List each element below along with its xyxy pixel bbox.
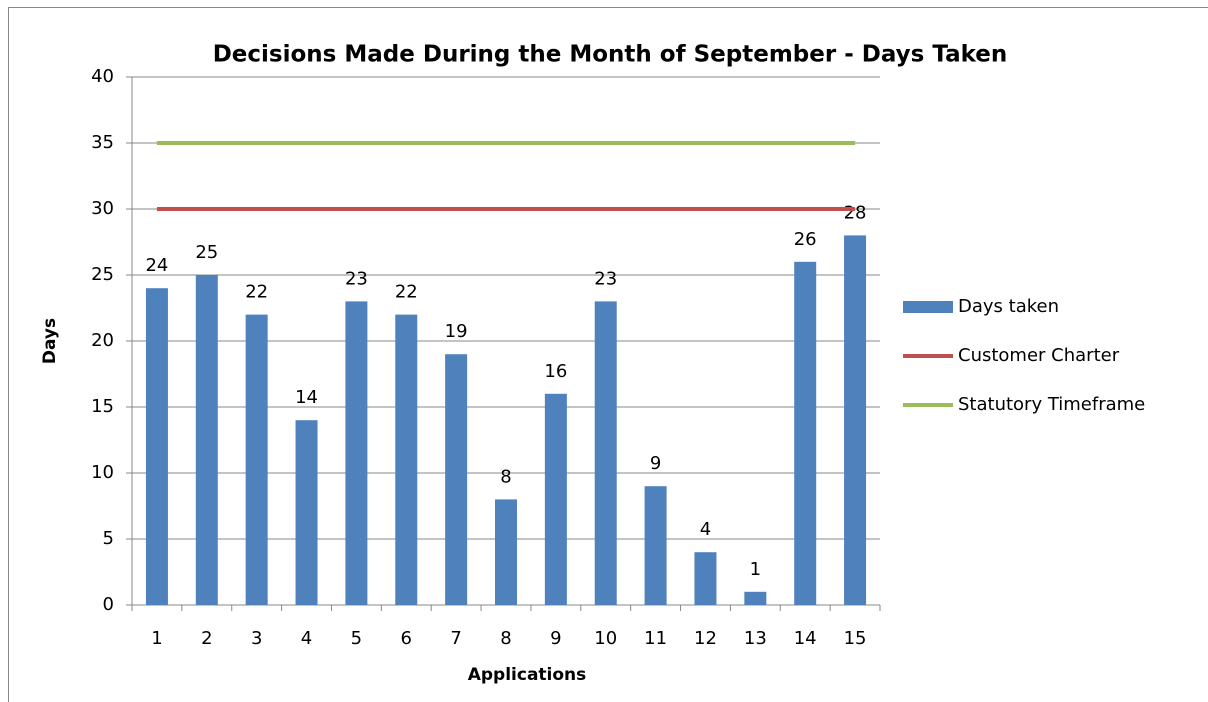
legend-label: Statutory Timeframe: [958, 394, 1145, 415]
x-tick-label: 13: [744, 628, 767, 649]
y-tick-label: 20: [91, 330, 114, 351]
bar: [495, 499, 517, 605]
x-tick-label: 12: [694, 628, 717, 649]
x-tick-label: 3: [251, 628, 262, 649]
data-label: 8: [500, 466, 511, 487]
bar: [445, 354, 468, 605]
y-tick-label: 40: [91, 66, 114, 87]
bar: [694, 552, 717, 605]
data-label: 16: [544, 361, 567, 382]
bar: [295, 420, 318, 605]
y-tick-label: 5: [103, 528, 114, 549]
bar: [594, 301, 617, 605]
x-tick-label: 7: [450, 628, 461, 649]
x-tick-label: 9: [550, 628, 561, 649]
y-tick-label: 10: [91, 462, 114, 483]
chart-title: Decisions Made During the Month of Septe…: [213, 42, 1008, 68]
x-tick-label: 4: [301, 628, 312, 649]
data-label: 28: [844, 202, 867, 223]
y-tick-label: 15: [91, 396, 114, 417]
bar: [544, 393, 567, 605]
bar: [145, 288, 168, 605]
bar: [844, 235, 867, 605]
data-label: 23: [345, 268, 368, 289]
x-tick-label: 10: [594, 628, 617, 649]
data-label: 1: [750, 559, 761, 580]
legend-label: Days taken: [958, 296, 1059, 317]
y-tick-label: 25: [91, 264, 114, 285]
data-label: 9: [650, 453, 661, 474]
data-label: 22: [395, 282, 418, 303]
data-label: 26: [794, 229, 817, 250]
y-tick-label: 35: [91, 132, 114, 153]
data-label: 24: [145, 255, 168, 276]
bar: [744, 591, 767, 605]
bar: [245, 314, 268, 605]
x-tick-label: 14: [794, 628, 817, 649]
legend-swatch: [903, 301, 953, 313]
data-label: 19: [445, 321, 468, 342]
chart-border: [8, 7, 1208, 702]
bar: [345, 301, 368, 605]
data-label: 23: [594, 268, 617, 289]
x-tick-label: 11: [644, 628, 667, 649]
x-tick-label: 2: [201, 628, 212, 649]
x-tick-label: 1: [151, 628, 162, 649]
bar: [195, 275, 218, 605]
x-tick-label: 5: [351, 628, 362, 649]
y-tick-label: 30: [91, 198, 114, 219]
data-label: 14: [295, 387, 318, 408]
x-tick-label: 8: [500, 628, 511, 649]
bar: [395, 314, 418, 605]
y-axis-title: Days: [40, 318, 60, 364]
legend-label: Customer Charter: [958, 345, 1120, 366]
data-label: 22: [245, 282, 268, 303]
bar: [794, 261, 817, 605]
x-tick-label: 6: [401, 628, 412, 649]
data-label: 25: [195, 242, 218, 263]
data-label: 4: [700, 519, 711, 540]
bar: [644, 486, 667, 605]
x-tick-label: 15: [844, 628, 867, 649]
x-axis-title: Applications: [468, 665, 587, 685]
y-tick-label: 0: [103, 594, 114, 615]
